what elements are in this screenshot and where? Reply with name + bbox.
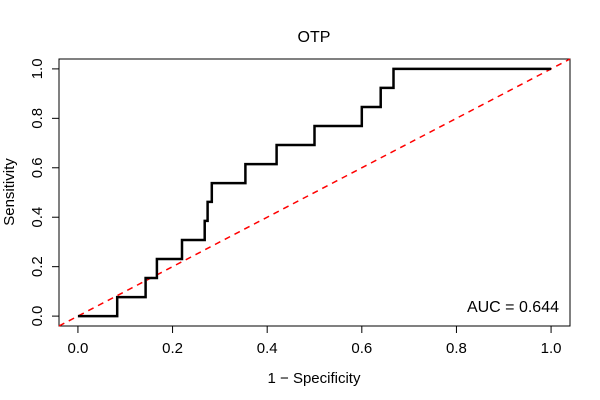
x-tick-label: 0.0	[67, 340, 88, 357]
x-tick-label: 0.4	[257, 340, 278, 357]
y-tick-label: 0.2	[29, 256, 46, 277]
x-tick-label: 0.8	[446, 340, 467, 357]
x-axis: 0.0 0.2 0.4 0.6 0.8 1.0	[67, 325, 562, 357]
roc-curve-line	[77, 67, 552, 318]
x-tick-label: 0.6	[351, 340, 372, 357]
y-tick-label: 1.0	[29, 58, 46, 79]
x-tick-label: 0.2	[162, 340, 183, 357]
y-tick-label: 0.0	[29, 306, 46, 327]
reference-diagonal-line	[58, 58, 571, 327]
y-tick-label: 0.4	[29, 207, 46, 228]
y-axis: 0.0 0.2 0.4 0.6 0.8 1.0	[29, 58, 60, 327]
y-tick-label: 0.6	[29, 157, 46, 178]
auc-annotation: AUC = 0.644	[467, 299, 559, 316]
x-axis-label: 1 − Specificity	[268, 370, 361, 387]
y-tick-label: 0.8	[29, 108, 46, 129]
x-tick-label: 1.0	[541, 340, 562, 357]
y-axis-label: Sensitivity	[1, 158, 18, 226]
chart-title: OTP	[298, 29, 331, 46]
